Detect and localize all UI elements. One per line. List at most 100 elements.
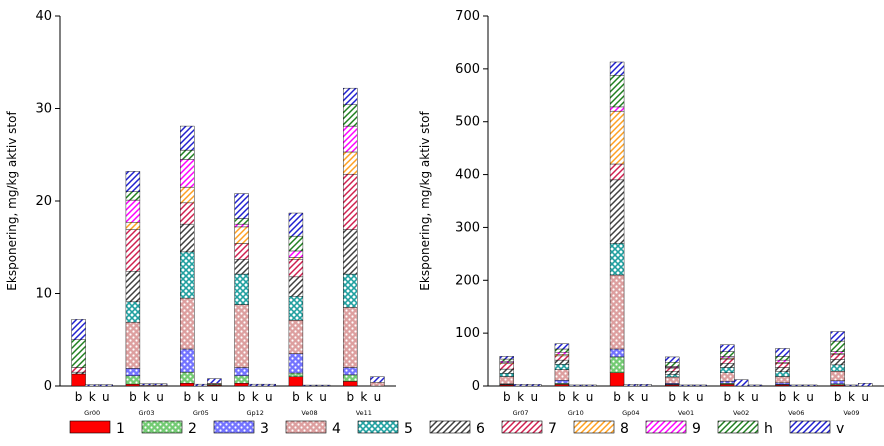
y-tick-label: 700 <box>455 9 480 24</box>
bar-segment-Gr10-b-7 <box>554 355 570 361</box>
bar-segment-Gp12-b-5 <box>234 273 249 305</box>
bar-segment-Gp04-b-5 <box>609 243 625 276</box>
bar-segment-Gp04-k-v <box>623 384 639 387</box>
bar-segment-Ve11-b-1 <box>343 381 358 387</box>
bar-category-label: b <box>129 390 137 404</box>
bar-segment-Gp04-u-v <box>637 384 652 387</box>
bar-segment-Gr05-k-v <box>193 383 209 387</box>
bar-segment-Gr05-u-v <box>207 378 222 384</box>
bar-segment-Gp04-b-1 <box>609 372 625 387</box>
bar-category-label: k <box>848 390 855 404</box>
bar-category-label: k <box>360 390 367 404</box>
legend-label: 8 <box>620 421 629 437</box>
bar-category-label: b <box>75 390 83 404</box>
bar-segment-Gr10-b-4 <box>554 369 570 381</box>
bar-segment-Ve08-b-6 <box>288 276 304 297</box>
bar-segment-Ve01-k-v <box>678 384 694 387</box>
bar-segment-Ve11-b-h <box>343 104 358 127</box>
bar-segment-Gp12-b-7 <box>234 243 249 260</box>
legend-swatch-3 <box>213 420 255 434</box>
group-label: Ve01 <box>678 409 694 417</box>
bar-segment-Ve01-b-6 <box>665 371 680 375</box>
bar-segment-Ve09-b-5 <box>830 364 845 372</box>
legend-label: 4 <box>332 421 341 437</box>
bar-segment-Gp12-b-v <box>234 193 249 219</box>
bar-segment-Ve08-b-1 <box>288 376 304 387</box>
bar-segment-Ve06-b-5 <box>775 371 790 377</box>
bar-segment-Gr07-b-h <box>499 358 514 362</box>
bar-segment-Ve01-b-5 <box>665 374 680 378</box>
bar-segment-Gp12-b-1 <box>234 383 249 387</box>
group-label: Ve11 <box>356 409 372 417</box>
bar-segment-Gr07-b-5 <box>499 373 514 377</box>
bar-segment-Ve01-b-4 <box>665 376 680 384</box>
bar-segment-Ve01-u-v <box>692 384 707 387</box>
bar-category-label: k <box>197 390 204 404</box>
bar-segment-Gr03-u-v <box>152 383 168 386</box>
group-label: Ve02 <box>733 409 749 417</box>
bar-category-label: b <box>503 390 511 404</box>
bar-segment-Gr05-b-h <box>180 149 195 160</box>
bar-segment-Ve02-b-h <box>720 351 735 357</box>
bar-segment-Ve11-b-5 <box>343 273 358 308</box>
bar-category-label: u <box>641 390 649 404</box>
group-label: Gr00 <box>84 409 100 417</box>
bar-segment-Gr05-b-8 <box>180 186 195 204</box>
bar-segment-Ve06-b-9 <box>775 359 790 363</box>
legend-label: 7 <box>548 421 557 437</box>
bar-category-label: b <box>183 390 191 404</box>
bar-segment-Ve01-b-v <box>665 356 680 363</box>
y-tick-label: 10 <box>35 287 52 302</box>
bar-segment-Gr03-b-v <box>125 171 141 192</box>
y-tick-label: 20 <box>35 194 52 209</box>
bar-category-label: k <box>627 390 634 404</box>
bar-segment-Ve08-b-h <box>288 235 304 252</box>
legend-label: 2 <box>188 421 197 437</box>
group-label: Ve09 <box>843 409 859 417</box>
bar-segment-Ve08-b-2 <box>288 372 304 377</box>
bar-category-label: k <box>252 390 259 404</box>
bar-segment-Gp04-b-h <box>609 74 625 108</box>
legend-label: 9 <box>692 421 701 437</box>
bar-category-label: k <box>793 390 800 404</box>
bar-segment-Gr03-b-5 <box>125 301 141 323</box>
y-tick-label: 600 <box>455 62 480 77</box>
bar-segment-Gr00-b-1 <box>71 373 86 387</box>
bar-segment-Ve11-b-2 <box>343 374 358 382</box>
bar-segment-Gp12-b-6 <box>234 259 249 275</box>
bar-segment-Ve02-b-5 <box>720 367 735 373</box>
bar-segment-Gr10-b-1 <box>554 384 570 387</box>
y-tick-label: 0 <box>44 379 52 394</box>
bar-segment-Ve11-b-6 <box>343 229 358 275</box>
chart-panel-right: 0 100 200 300 400 500 600 700 Eksponering, mg/kg… <box>418 9 884 417</box>
bar-segment-Ve09-b-v <box>830 331 845 342</box>
bar-segment-Ve06-b-7 <box>775 363 790 368</box>
y-tick-label: 200 <box>455 273 480 288</box>
bar-segment-Gr00-b-v <box>71 319 86 340</box>
bar-segment-Ve11-b-7 <box>343 173 358 230</box>
bar-segment-Gp04-b-8 <box>609 110 625 165</box>
bar-segment-Gr05-b-2 <box>180 371 195 384</box>
y-tick-label: 300 <box>455 220 480 235</box>
bar-category-label: b <box>238 390 246 404</box>
legend-label: 6 <box>476 421 485 437</box>
bar-category-label: k <box>89 390 96 404</box>
bar-category-label: u <box>806 390 814 404</box>
bar-segment-Ve06-u-v <box>802 384 818 387</box>
bar-segment-Gr05-b-5 <box>180 251 195 299</box>
y-tick-label: 40 <box>35 9 52 24</box>
bar-segment-Gr07-b-9 <box>499 360 514 363</box>
bar-segment-Gr03-k-v <box>139 383 154 386</box>
bar-segment-Ve08-b-7 <box>288 259 304 278</box>
bar-category-label: k <box>738 390 745 404</box>
bar-segment-Gr00-b-h <box>71 339 86 368</box>
bar-segment-Ve08-b-5 <box>288 296 304 321</box>
bar-segment-Gr10-b-3 <box>554 379 570 384</box>
legend-swatch-4 <box>285 420 327 434</box>
legend-swatch-5 <box>357 420 399 434</box>
bar-segment-Gr07-b-7 <box>499 363 514 370</box>
group-label: Gp04 <box>622 409 639 417</box>
bar-segment-Gr03-b-8 <box>125 222 141 230</box>
